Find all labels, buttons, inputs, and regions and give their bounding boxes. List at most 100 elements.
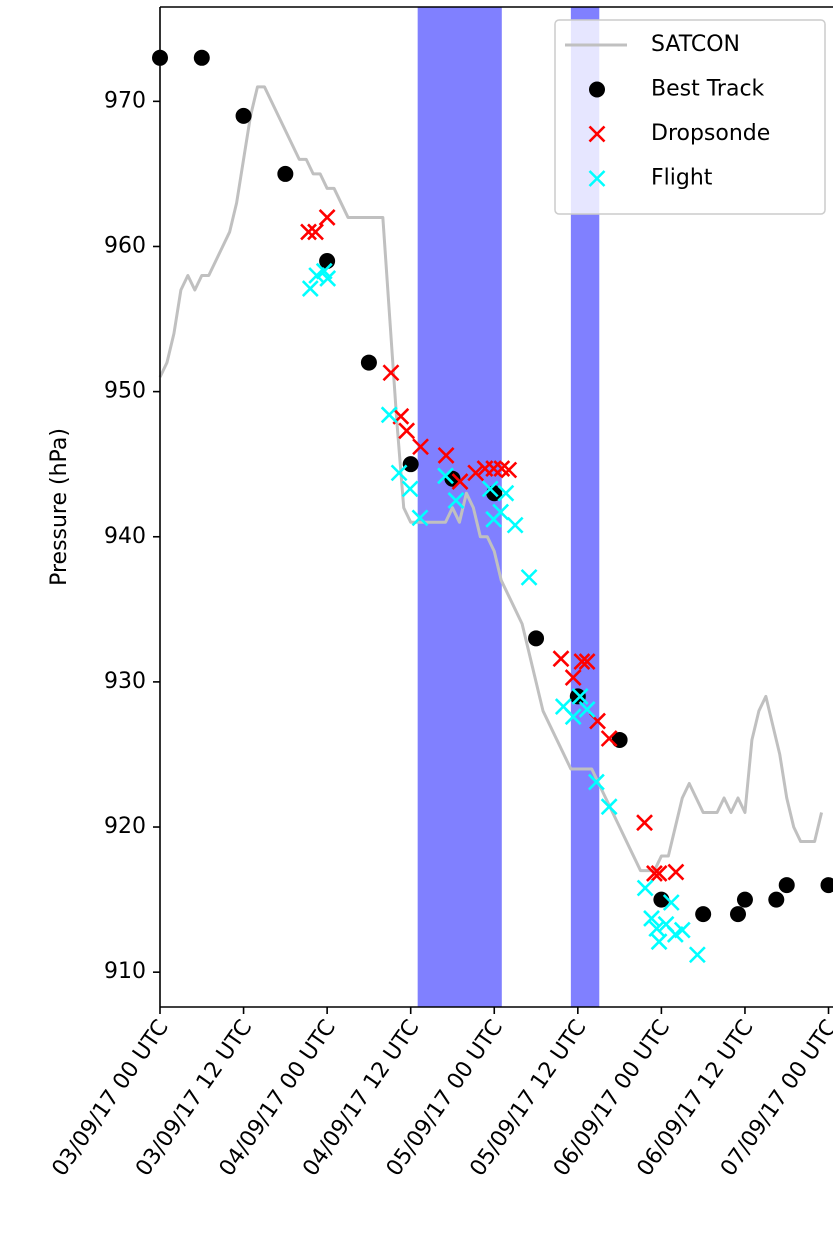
x-marker-stroke — [398, 422, 416, 440]
shaded-span — [417, 7, 502, 1007]
x-marker — [492, 503, 510, 521]
x-marker-stroke — [571, 687, 589, 705]
x-marker — [552, 650, 570, 668]
x-marker-stroke — [636, 814, 653, 832]
legend-box — [554, 19, 826, 215]
x-marker-stroke — [667, 863, 685, 881]
x-marker-stroke — [662, 894, 680, 911]
x-marker — [564, 669, 582, 686]
x-marker — [650, 933, 668, 951]
x-marker-stroke — [650, 865, 668, 882]
x-marker — [573, 653, 591, 670]
x-marker-stroke — [437, 447, 455, 464]
x-marker-stroke — [564, 669, 582, 686]
x-marker — [382, 364, 400, 382]
x-marker-stroke — [506, 516, 524, 534]
x-marker-stroke — [447, 492, 465, 509]
x-marker — [646, 865, 663, 882]
x-marker — [300, 223, 317, 241]
x-marker — [662, 894, 680, 911]
x-marker-stroke — [648, 920, 666, 938]
x-marker — [437, 447, 455, 464]
x-marker — [497, 484, 515, 502]
x-marker-stroke — [578, 701, 596, 718]
x-marker-stroke — [318, 209, 336, 226]
y-tick-label: 910 — [104, 959, 146, 984]
x-marker-stroke — [382, 364, 400, 382]
x-marker — [648, 920, 666, 938]
x-marker-stroke — [481, 480, 499, 498]
x-marker — [411, 509, 429, 527]
x-marker-stroke — [412, 438, 429, 456]
point — [402, 456, 419, 473]
x-marker — [667, 863, 685, 881]
x-marker-stroke — [401, 480, 419, 498]
x-marker-stroke — [600, 798, 618, 816]
x-marker-stroke — [646, 865, 663, 882]
x-marker — [451, 473, 469, 491]
x-marker-stroke — [315, 262, 333, 280]
x-marker — [307, 223, 324, 241]
x-marker-stroke — [380, 406, 398, 424]
x-marker-stroke — [554, 698, 572, 715]
point — [360, 354, 377, 371]
x-marker — [401, 480, 419, 498]
x-marker-stroke — [411, 509, 429, 527]
legend-swatch — [589, 81, 605, 98]
y-tick-label: 970 — [104, 88, 146, 113]
legend-label: Dropsonde — [651, 121, 770, 146]
x-marker-stroke — [578, 653, 596, 670]
x-marker-stroke — [301, 280, 319, 297]
x-marker — [688, 946, 706, 964]
x-marker-stroke — [657, 915, 675, 933]
x-marker-stroke — [451, 473, 469, 491]
x-marker — [578, 653, 596, 670]
x-marker-stroke — [564, 708, 582, 726]
x-marker — [398, 422, 416, 440]
legend-label: SATCON — [651, 32, 740, 57]
x-marker — [318, 209, 336, 226]
x-marker — [578, 701, 596, 718]
legend-swatch — [588, 170, 606, 187]
x-marker-stroke — [688, 946, 706, 964]
x-marker-stroke — [636, 879, 654, 897]
x-marker — [437, 467, 454, 485]
x-marker-stroke — [673, 921, 691, 939]
y-tick-label: 940 — [104, 524, 146, 549]
x-marker-stroke — [600, 730, 618, 747]
x-marker — [636, 879, 654, 897]
x-marker-stroke — [588, 170, 606, 187]
x-marker-stroke — [520, 568, 538, 586]
y-tick-label: 960 — [104, 233, 146, 258]
x-marker — [650, 865, 668, 882]
x-marker — [319, 269, 337, 287]
x-marker-stroke — [500, 461, 518, 479]
x-marker — [301, 280, 319, 297]
y-tick-label: 950 — [104, 379, 146, 404]
x-marker-stroke — [307, 223, 324, 241]
point — [778, 877, 795, 894]
point — [695, 906, 712, 923]
point — [820, 877, 833, 894]
x-marker-stroke — [319, 269, 337, 287]
x-marker-stroke — [497, 484, 515, 502]
legend-swatch — [588, 125, 606, 143]
x-marker-stroke — [552, 650, 570, 668]
x-marker — [390, 464, 408, 482]
x-marker-stroke — [588, 125, 606, 143]
x-marker-stroke — [573, 653, 591, 670]
x-marker — [571, 687, 589, 705]
x-marker — [467, 464, 485, 482]
x-marker — [520, 568, 538, 586]
legend-label: Best Track — [651, 77, 765, 102]
x-marker-stroke — [493, 460, 511, 477]
point — [193, 49, 210, 66]
point — [528, 630, 545, 647]
x-marker — [600, 730, 618, 747]
x-marker — [481, 480, 499, 498]
x-marker — [587, 773, 605, 791]
x-marker-stroke — [485, 460, 503, 477]
x-marker-stroke — [589, 712, 606, 730]
point — [444, 470, 461, 487]
